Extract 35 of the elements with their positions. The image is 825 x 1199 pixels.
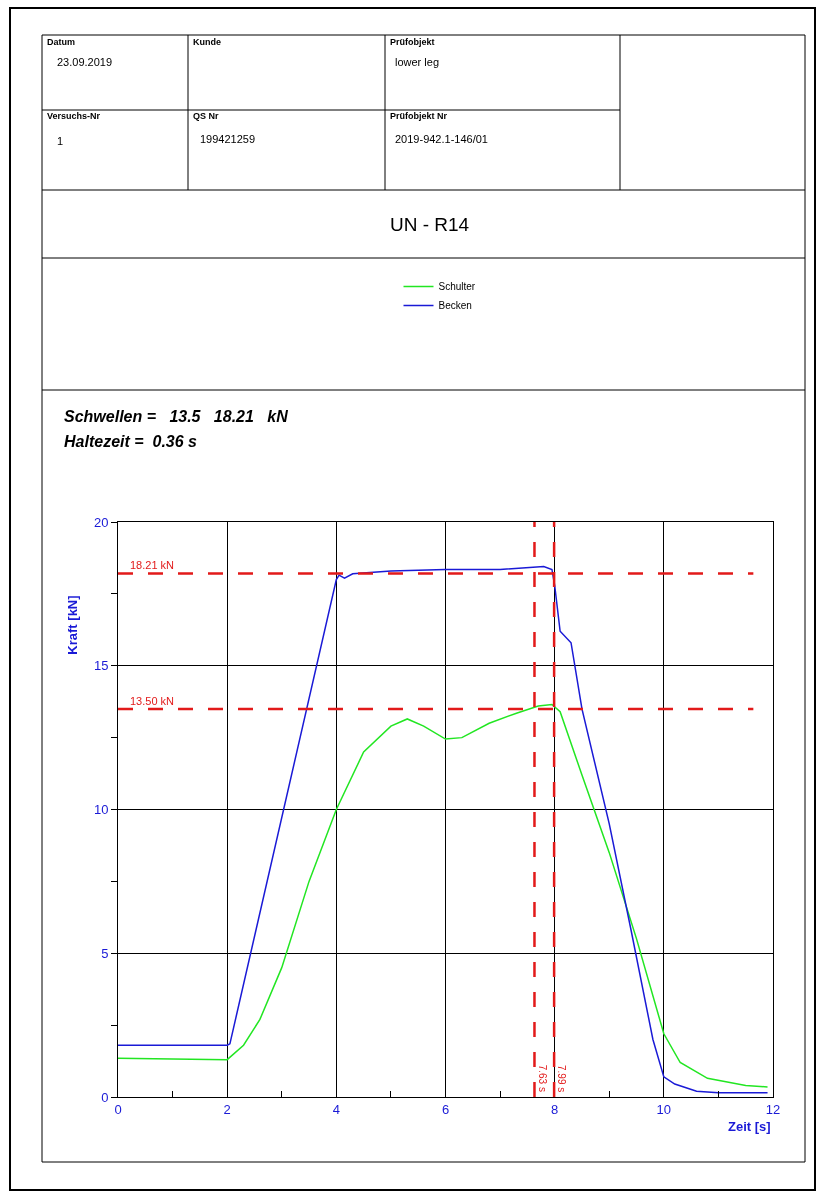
ref-line-label: 7.63 s (536, 1064, 548, 1092)
ref-line-label: 13.50 kN (130, 695, 175, 707)
text: 199421259 (200, 133, 256, 145)
text: Versuchs-Nr (47, 111, 101, 121)
text: Haltezeit = 0.36 s (64, 433, 198, 450)
ref-line-label: 18.21 kN (130, 559, 175, 571)
x-axis-title: Zeit [s] (728, 1119, 771, 1134)
text: Kunde (193, 37, 221, 47)
y-tick-label: 5 (101, 945, 109, 961)
text: Datum (47, 37, 76, 47)
legend-label: Schulter (438, 281, 476, 293)
text: QS Nr (193, 111, 219, 121)
x-tick-label: 12 (765, 1101, 781, 1117)
y-tick-label: 20 (93, 514, 109, 530)
x-tick-label: 10 (656, 1101, 672, 1117)
chart-title: UN - R14 (390, 214, 470, 235)
x-tick-label: 2 (223, 1101, 231, 1117)
text: lower leg (395, 56, 440, 68)
legend-label: Becken (438, 300, 472, 312)
y-tick-label: 0 (101, 1089, 109, 1105)
x-tick-label: 6 (441, 1101, 450, 1117)
text: Prüfobjekt (390, 37, 435, 47)
x-tick-label: 8 (551, 1101, 559, 1117)
line-series (118, 703, 769, 1088)
text: Schwellen = 13.5 18.21 kN (64, 408, 289, 425)
y-tick-label: 15 (93, 658, 109, 674)
x-tick-label: 4 (332, 1101, 340, 1117)
y-tick-label: 10 (93, 802, 109, 818)
text: 1 (57, 135, 64, 147)
x-tick-label: 0 (114, 1101, 122, 1117)
text: Prüfobjekt Nr (390, 111, 448, 121)
y-axis-title: Kraft [kN] (64, 595, 80, 655)
text: 23.09.2019 (57, 56, 113, 68)
text: 2019-942.1-146/01 (395, 133, 488, 145)
ref-line-label: 7.99 s (556, 1065, 568, 1093)
